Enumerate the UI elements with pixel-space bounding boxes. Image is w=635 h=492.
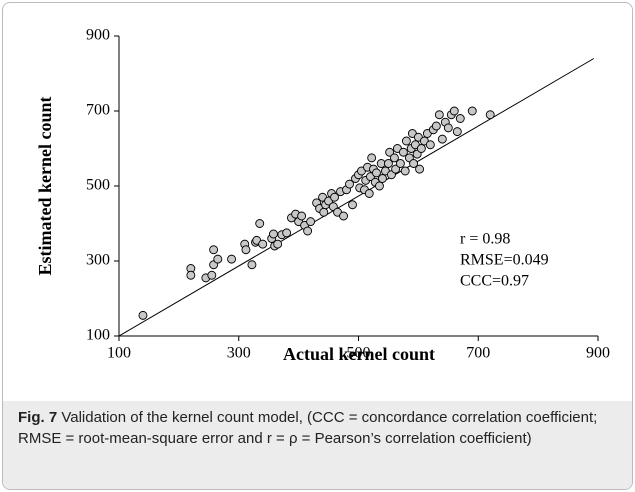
point (467, 106, 477, 116)
point (345, 179, 354, 189)
point (306, 217, 316, 227)
x-tick-label: 500 (347, 345, 371, 362)
caption-text: Validation of the kernel count model, (C… (18, 409, 598, 447)
point (213, 254, 223, 264)
point (372, 168, 381, 178)
point (269, 229, 278, 239)
point (437, 134, 447, 144)
y-tick-label: 700 (86, 102, 110, 119)
annotation: RMSE=0.049 (460, 252, 549, 269)
point (391, 164, 401, 174)
y-tick-label: 500 (86, 177, 110, 194)
point (415, 164, 425, 174)
point (297, 211, 307, 221)
point (247, 260, 257, 270)
point (400, 166, 410, 176)
point (434, 110, 444, 120)
x-tick-label: 700 (466, 345, 490, 362)
x-tick-label: 100 (107, 345, 131, 362)
y-tick-label: 300 (86, 252, 110, 269)
point (273, 239, 283, 249)
point (398, 147, 408, 157)
point (282, 228, 292, 238)
point (449, 106, 459, 116)
caption: Fig. 7 Validation of the kernel count mo… (3, 401, 632, 489)
point (367, 153, 377, 163)
annotation: r = 0.98 (460, 231, 510, 248)
point (375, 181, 384, 191)
point (255, 219, 265, 228)
point (303, 226, 313, 236)
point (209, 245, 219, 255)
y-tick-label: 900 (86, 27, 110, 44)
point (383, 159, 393, 168)
y-axis-label: Estimated kernel count (35, 97, 55, 276)
point (455, 114, 465, 123)
fit-line (118, 58, 595, 337)
chart: Actual kernel count Estimated kernel cou… (35, 27, 610, 364)
caption-label: Fig. 7 (18, 409, 58, 426)
point (485, 110, 495, 120)
point (138, 310, 148, 320)
annotation: CCC=0.97 (460, 273, 529, 290)
point (319, 207, 329, 217)
x-tick-label: 900 (586, 345, 610, 362)
point (416, 144, 426, 153)
point (348, 200, 357, 210)
point (241, 245, 251, 255)
x-axis-label: Actual kernel count (283, 344, 435, 364)
point (385, 147, 395, 157)
point (443, 123, 453, 133)
point (409, 159, 419, 168)
point (401, 136, 411, 146)
point (258, 239, 268, 249)
point (364, 189, 374, 198)
point (425, 140, 435, 150)
x-tick-label: 300 (227, 345, 251, 362)
point (207, 270, 217, 280)
point (431, 121, 441, 131)
point (227, 254, 237, 264)
point (378, 174, 387, 183)
point (452, 127, 462, 137)
point (186, 270, 196, 280)
point (395, 159, 405, 168)
point (330, 192, 339, 202)
y-tick-label: 100 (86, 327, 110, 344)
point (389, 153, 399, 163)
point (339, 211, 348, 221)
